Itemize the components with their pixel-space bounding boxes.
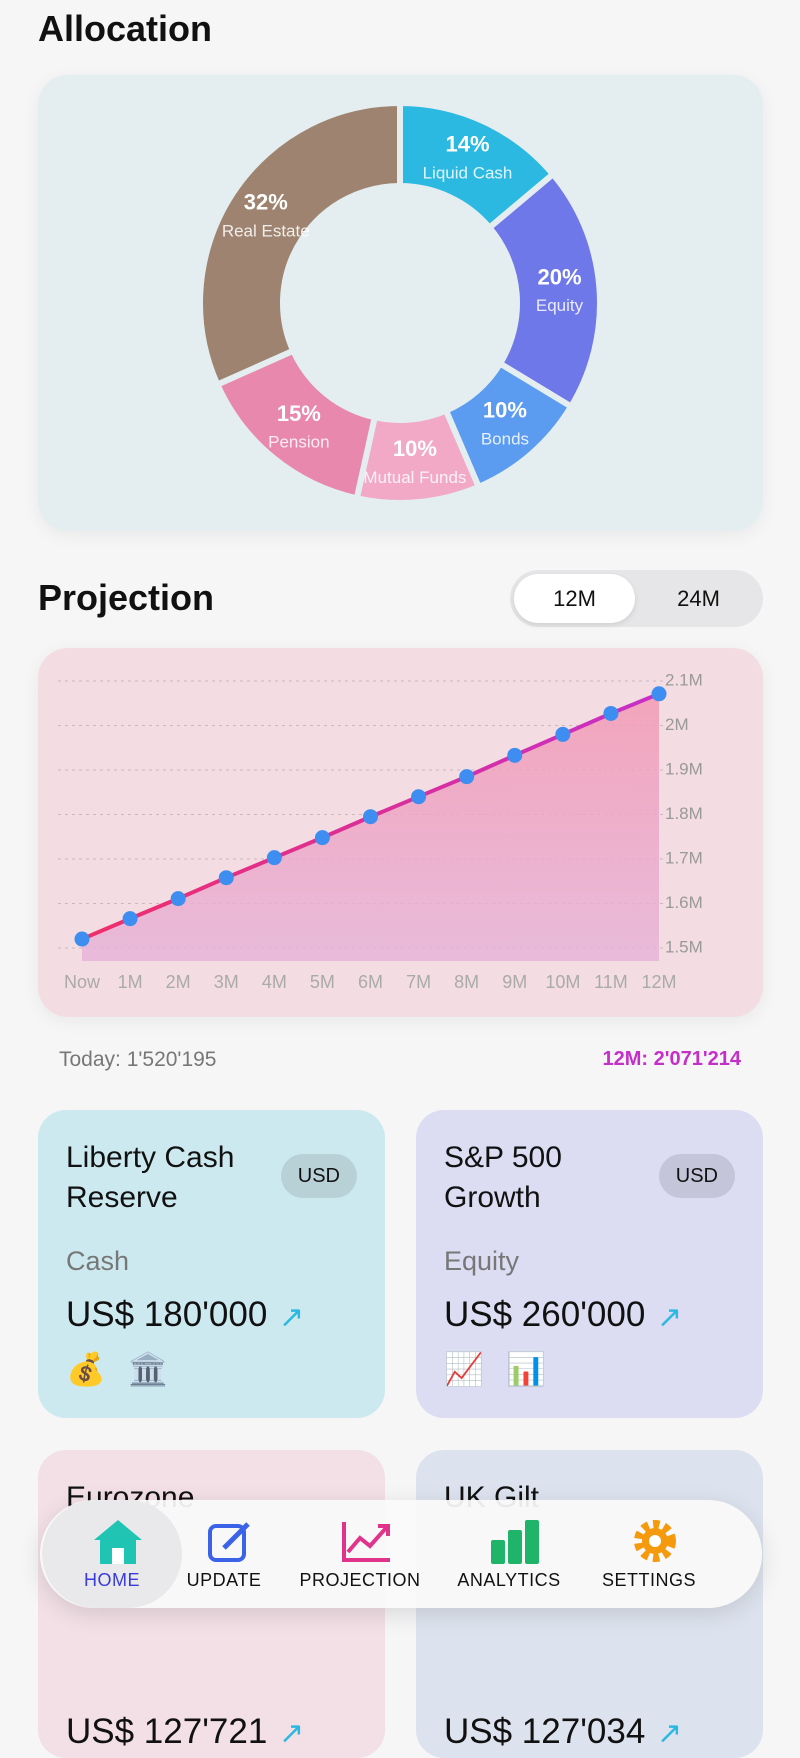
x-tick-label: 2M	[166, 972, 191, 992]
x-tick-label: 1M	[118, 972, 143, 992]
range-toggle: 12M 24M	[510, 570, 763, 627]
x-tick-label: 7M	[406, 972, 431, 992]
tab[interactable]: UPDATE	[154, 1500, 294, 1608]
data-point	[218, 870, 234, 886]
y-tick-label: 1.7M	[665, 849, 703, 868]
asset-amount: US$ 127'721	[66, 1712, 268, 1751]
toggle-option[interactable]: 24M	[677, 586, 720, 611]
data-point	[122, 911, 138, 927]
x-tick-label: 6M	[358, 972, 383, 992]
update-icon	[208, 1522, 250, 1562]
line-chart: 1.5M 1.6M 1.7M 1.8M 1.9M 2M 2.1M Now 1M 2M 3M 4M 5M 6…	[58, 670, 703, 992]
tab-label: PROJECTION	[299, 1570, 421, 1590]
asset-category: Cash	[66, 1246, 130, 1276]
tab-label: SETTINGS	[601, 1570, 696, 1590]
y-tick-label: 1.9M	[665, 759, 703, 778]
asset-card[interactable]: S&P 500 Growth USD Equity US$ 260'000 ↗ 📈 📊	[416, 1110, 763, 1418]
tab-label: ANALYTICS	[457, 1570, 561, 1590]
asset-name: S&P 500 Growth	[444, 1141, 562, 1214]
currency-badge: USD	[280, 1154, 357, 1198]
data-point	[363, 809, 378, 825]
slice-label: Bonds	[481, 429, 529, 448]
data-point	[651, 686, 667, 702]
trend-arrow: ↗	[279, 1717, 305, 1750]
target-value: 12M: 2'071'214	[602, 1048, 742, 1070]
slice-label: Real Estate	[222, 221, 310, 240]
donut-slice	[485, 169, 603, 411]
x-tick-label: 9M	[502, 972, 527, 992]
settings-icon	[634, 1520, 676, 1562]
data-point	[603, 705, 619, 721]
x-tick-label: Now	[64, 972, 101, 992]
trend-arrow: ↗	[657, 1717, 683, 1750]
donut-chart: 14% Liquid Cash 20% Equity 10% Bonds 10% Mutual…	[197, 99, 603, 506]
x-tick-label: 10M	[545, 972, 580, 992]
data-point	[170, 891, 186, 907]
data-point	[459, 769, 475, 785]
asset-icon: 📈	[444, 1351, 506, 1387]
projection-icon	[342, 1522, 390, 1562]
asset-amount: US$ 180'000	[66, 1295, 268, 1334]
asset-icon: 💰	[66, 1351, 128, 1387]
slice-value: 10%	[483, 398, 527, 423]
asset-icon: 📊	[506, 1351, 568, 1387]
section-title: Projection	[38, 577, 215, 618]
tab-bar: HOME UPDATE PROJECTION ANALYTICS SETTING…	[40, 1500, 762, 1608]
x-tick-label: 12M	[641, 972, 676, 992]
data-point	[411, 789, 427, 805]
asset-amount: US$ 260'000	[444, 1295, 646, 1334]
y-tick-label: 1.5M	[665, 938, 703, 957]
slice-value: 10%	[393, 436, 437, 461]
x-tick-label: 3M	[214, 972, 239, 992]
slice-label: Equity	[536, 296, 584, 315]
y-tick-label: 2M	[665, 715, 689, 734]
section-title: Allocation	[38, 8, 213, 49]
x-tick-label: 4M	[262, 972, 287, 992]
data-point	[266, 850, 282, 866]
y-tick-label: 1.8M	[665, 804, 703, 823]
toggle-option[interactable]: 12M	[514, 574, 635, 623]
slice-label: Liquid Cash	[423, 163, 513, 182]
slice-label: Pension	[268, 432, 329, 451]
asset-name: Liberty Cash Reserve	[66, 1141, 235, 1214]
slice-value: 20%	[537, 264, 581, 289]
x-tick-label: 5M	[310, 972, 335, 992]
home-icon	[94, 1520, 142, 1564]
today-value: Today: 1'520'195	[59, 1048, 217, 1071]
data-point	[555, 726, 571, 742]
tab[interactable]: SETTINGS	[579, 1500, 719, 1608]
slice-value: 15%	[277, 401, 321, 426]
analytics-icon	[491, 1520, 539, 1564]
x-tick-label: 8M	[454, 972, 479, 992]
trend-arrow: ↗	[279, 1301, 305, 1334]
tab[interactable]: ANALYTICS	[439, 1500, 579, 1608]
slice-value: 14%	[445, 132, 489, 157]
asset-category: Equity	[444, 1246, 520, 1276]
tab-label: UPDATE	[186, 1570, 262, 1590]
slice-label: Mutual Funds	[363, 468, 466, 487]
area	[82, 693, 659, 961]
asset-card[interactable]: Liberty Cash Reserve USD Cash US$ 180'000 ↗ 💰…	[38, 1110, 385, 1418]
screen: Allocation 14% Liquid Cash 20% Equity 10% Bon…	[38, 8, 763, 1758]
tab[interactable]: PROJECTION	[290, 1500, 430, 1608]
asset-icon: 🏛️	[128, 1351, 190, 1387]
y-tick-label: 1.6M	[665, 893, 703, 912]
donut-slice	[197, 99, 403, 389]
x-tick-label: 11M	[594, 972, 628, 992]
trend-arrow: ↗	[657, 1301, 683, 1334]
data-point	[507, 747, 523, 763]
tab[interactable]: HOME	[42, 1500, 182, 1608]
y-tick-label: 2.1M	[665, 670, 703, 689]
data-point	[74, 931, 90, 947]
data-point	[314, 830, 330, 846]
asset-amount: US$ 127'034	[444, 1712, 646, 1751]
slice-value: 32%	[244, 190, 288, 215]
tab-label: HOME	[84, 1570, 140, 1590]
currency-badge: USD	[658, 1154, 735, 1198]
